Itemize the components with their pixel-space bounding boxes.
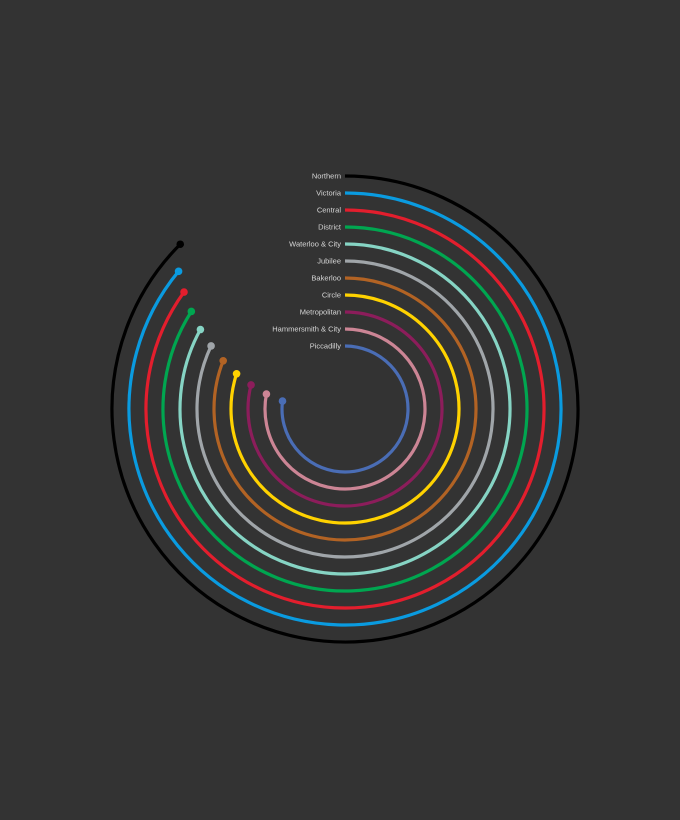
arc-end-dot-jubilee xyxy=(207,342,215,350)
arc-label-waterloo-and-city: Waterloo & City xyxy=(289,240,341,249)
arc-label-district: District xyxy=(318,223,342,232)
arc-end-dot-northern xyxy=(176,240,185,249)
arc-end-dot-hammersmith-and-city xyxy=(262,390,271,398)
arc-district xyxy=(161,225,529,593)
arc-end-dot-metropolitan xyxy=(247,381,255,389)
arc-label-bakerloo: Bakerloo xyxy=(311,274,341,283)
arc-end-dot-waterloo-and-city xyxy=(196,325,205,334)
arc-label-metropolitan: Metropolitan xyxy=(300,308,341,317)
arc-label-hammersmith-and-city: Hammersmith & City xyxy=(272,325,341,334)
arc-end-dot-bakerloo xyxy=(219,356,227,365)
arc-end-dot-circle xyxy=(232,369,241,378)
arc-label-northern: Northern xyxy=(312,172,341,181)
arc-circle xyxy=(229,293,461,525)
arc-label-victoria: Victoria xyxy=(316,189,342,198)
arc-end-dot-piccadilly xyxy=(278,397,287,405)
arc-metropolitan xyxy=(246,310,444,508)
arc-piccadilly xyxy=(280,344,410,474)
arc-label-piccadilly: Piccadilly xyxy=(310,342,342,351)
arc-end-dot-central xyxy=(180,288,188,296)
arc-hammersmith-and-city xyxy=(263,327,427,491)
arc-jubilee xyxy=(195,259,495,559)
arc-end-dot-district xyxy=(187,307,196,316)
arc-end-dot-victoria xyxy=(174,267,183,276)
arc-waterloo-and-city xyxy=(178,242,512,576)
arc-label-circle: Circle xyxy=(322,291,341,300)
arc-central xyxy=(144,208,546,610)
arc-northern xyxy=(110,174,580,644)
arc-victoria xyxy=(127,191,563,627)
arc-label-central: Central xyxy=(317,206,342,215)
arc-bakerloo xyxy=(212,276,478,542)
arc-label-jubilee: Jubilee xyxy=(317,257,341,266)
